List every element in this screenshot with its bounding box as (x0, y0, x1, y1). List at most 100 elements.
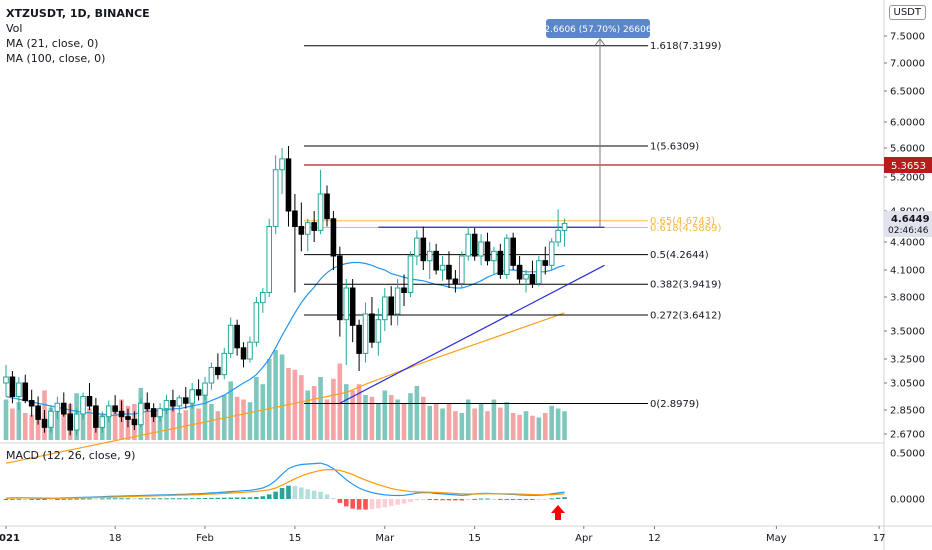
candle-body[interactable] (362, 313, 369, 354)
candle-body[interactable] (561, 222, 568, 231)
candle-body[interactable] (3, 376, 9, 384)
candle-body[interactable] (471, 233, 478, 257)
candle-body[interactable] (35, 405, 41, 420)
candle-body[interactable] (529, 274, 536, 284)
candle-body[interactable] (330, 218, 337, 257)
candle-body[interactable] (401, 287, 407, 293)
candle-body[interactable] (548, 241, 555, 266)
candle-body[interactable] (157, 408, 163, 418)
candle-body[interactable] (208, 366, 215, 384)
ma100-indicator-label[interactable]: MA (100, close, 0) (6, 52, 106, 65)
candle-body[interactable] (221, 352, 228, 376)
candle-body[interactable] (272, 169, 279, 227)
candle-body[interactable] (215, 366, 221, 376)
candle-body[interactable] (202, 382, 208, 396)
candle-body[interactable] (182, 397, 189, 404)
candle-body[interactable] (285, 158, 292, 212)
candle-body[interactable] (253, 302, 260, 343)
candle-body[interactable] (247, 341, 253, 360)
vol-indicator-label[interactable]: Vol (6, 22, 23, 35)
candle-body[interactable] (48, 410, 54, 428)
symbol-label[interactable]: XTZUSDT, 1D, BINANCE (6, 7, 150, 20)
candle-body[interactable] (439, 264, 446, 271)
candle-body[interactable] (381, 296, 388, 321)
candle-body[interactable] (459, 255, 465, 284)
candle-body[interactable] (356, 324, 362, 354)
candle-body[interactable] (510, 237, 516, 266)
candle-body[interactable] (304, 222, 311, 235)
volume-bar (228, 381, 233, 440)
candle-body[interactable] (484, 241, 491, 262)
candle-body[interactable] (105, 405, 112, 418)
candle-body[interactable] (150, 408, 157, 418)
macd-histogram-bar (440, 499, 445, 501)
candle-body[interactable] (54, 402, 61, 412)
candle-body[interactable] (478, 241, 484, 257)
candle-body[interactable] (112, 405, 118, 412)
candle-body[interactable] (189, 389, 195, 404)
candle-body[interactable] (497, 250, 504, 275)
candle-body[interactable] (195, 389, 202, 396)
candle-body[interactable] (99, 416, 106, 428)
candle-body[interactable] (260, 292, 266, 304)
candle-body[interactable] (9, 376, 16, 397)
candle-body[interactable] (163, 400, 170, 410)
candle-body[interactable] (407, 255, 414, 293)
candle-body[interactable] (41, 418, 48, 428)
candle-body[interactable] (170, 400, 176, 407)
candle-body[interactable] (298, 226, 305, 235)
candle-body[interactable] (22, 382, 29, 402)
candle-body[interactable] (452, 278, 459, 284)
candle-body[interactable] (394, 287, 401, 315)
currency-button[interactable]: USDT (888, 5, 926, 20)
candle-body[interactable] (93, 405, 99, 428)
candle-body[interactable] (144, 402, 151, 410)
candle-body[interactable] (375, 319, 382, 343)
volume-bar (465, 399, 471, 440)
candle-body[interactable] (28, 400, 35, 407)
candle-body[interactable] (465, 233, 472, 257)
candle-body[interactable] (227, 324, 234, 354)
candle-body[interactable] (516, 264, 523, 280)
candle-body[interactable] (86, 396, 93, 407)
macd-indicator-label[interactable]: MACD (12, 26, close, 9) (6, 449, 136, 462)
candle-body[interactable] (369, 313, 375, 343)
candle-body[interactable] (414, 237, 420, 257)
candle-body[interactable] (349, 287, 356, 326)
candle-body[interactable] (138, 402, 144, 426)
candle-body[interactable] (555, 229, 561, 243)
candle-body[interactable] (131, 418, 138, 426)
macd-histogram-bar (542, 499, 548, 500)
candle-body[interactable] (16, 382, 22, 397)
candle-body[interactable] (433, 250, 439, 271)
candle-body[interactable] (176, 397, 183, 407)
candle-body[interactable] (125, 416, 131, 420)
macd-histogram-bar (549, 498, 554, 500)
candle-body[interactable] (536, 260, 542, 284)
candle-body[interactable] (337, 255, 343, 321)
candle-body[interactable] (503, 237, 510, 275)
candle-body[interactable] (523, 274, 529, 280)
candle-body[interactable] (317, 193, 324, 231)
candle-body[interactable] (324, 193, 330, 220)
candle-body[interactable] (491, 250, 497, 262)
candle-body[interactable] (80, 396, 86, 415)
candle-body[interactable] (240, 347, 247, 360)
ma21-indicator-label[interactable]: MA (21, close, 0) (6, 37, 99, 50)
candle-body[interactable] (292, 210, 298, 227)
candle-body[interactable] (73, 413, 80, 431)
candle-body[interactable] (67, 413, 74, 431)
candle-body[interactable] (311, 222, 317, 231)
candle-body[interactable] (266, 226, 273, 293)
candle-body[interactable] (279, 158, 285, 171)
candle-body[interactable] (60, 402, 67, 415)
candle-body[interactable] (234, 324, 240, 349)
candle-body[interactable] (388, 296, 394, 315)
candle-body[interactable] (426, 250, 433, 262)
candle-body[interactable] (542, 260, 549, 266)
candle-body[interactable] (420, 237, 427, 262)
candle-body[interactable] (118, 410, 125, 418)
candle-body[interactable] (343, 287, 350, 321)
candle-body[interactable] (446, 264, 452, 280)
